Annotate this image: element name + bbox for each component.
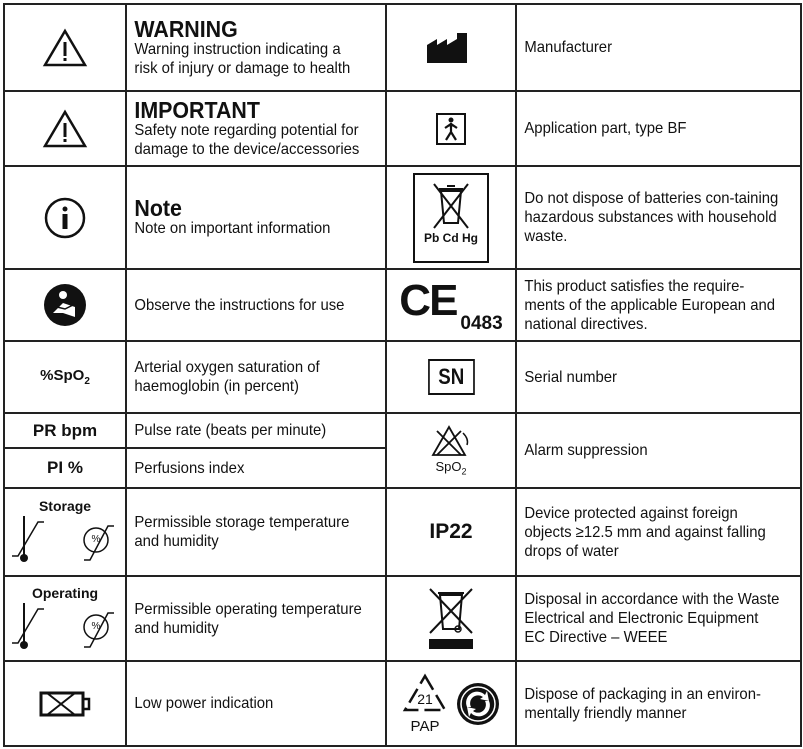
svg-text:%: % [92,534,101,545]
batteries-symbol-cell: Pb Cd Hg [385,165,517,270]
alarm-spo2-label: SpO2 [435,458,467,477]
ip-symbol-cell: IP22 [385,487,517,577]
note-description: Note Note on important information [125,165,369,270]
sn-description: Serial number [515,340,782,414]
batteries-description: Do not dispose of batteries con-taining … [515,165,782,270]
warning-description: WARNING Warning instruction indicating a … [125,3,369,92]
pi-symbol-cell: PI % [3,447,127,489]
battery-empty-icon [39,691,91,716]
warning-triangle-icon [42,28,88,66]
spo2-symbol-cell: %SpO2 [3,340,127,414]
temperature-humidity-limits-icon: % [12,516,114,562]
read-manual-icon [44,284,86,326]
note-symbol-cell [3,165,127,270]
sn-symbol-cell: SN [385,340,517,414]
alarm-suppressed-icon [431,424,469,456]
ce-symbol-cell: CE 0483 [385,268,517,342]
lowpower-symbol-cell [3,660,127,747]
storage-symbol-cell: Storage% [3,487,127,577]
pr-label: PR bpm [32,420,98,440]
ip-description: Device protected against foreign objects… [515,487,782,577]
batteries-label: Pb Cd Hg [424,230,478,245]
spo2-description: Arterial oxygen saturation of haemoglobi… [125,340,369,414]
warning-symbol-cell [3,3,127,92]
ce-description: This product satisfies the require-ments… [515,268,782,342]
weee-crossed-bin-icon [429,587,473,649]
instructions-description: Observe the instructions for use [125,268,369,342]
caution-triangle-icon [42,109,88,147]
packaging-symbol-cell: 21 PAP [385,660,517,747]
storage-description: Permissible storage temperature and humi… [125,487,369,577]
bf-symbol-cell [385,90,517,167]
pi-description: Perfusions index [125,447,369,489]
important-symbol-cell [3,90,127,167]
spo2-label: %SpO [40,366,85,384]
ce-mark: CE [399,275,458,325]
alarm-symbol-cell: SpO2 [385,412,517,489]
svg-text:21: 21 [417,691,433,707]
weee-symbol-cell [385,575,517,662]
ip-rating-label: IP22 [429,520,473,543]
recycling-triangle-icon: 21 [402,673,448,712]
green-dot-icon [457,682,499,725]
lowpower-description: Low power indication [125,660,369,747]
pi-label: PI % [47,458,83,477]
type-bf-person-icon [436,112,466,145]
ce-notified-body: 0483 [460,312,503,334]
weee-description: Disposal in accordance with the Waste El… [515,575,782,662]
manufacturer-description: Manufacturer [515,3,782,92]
operating-symbol-cell: Operating% [3,575,127,662]
storage-label: Storage [38,498,92,514]
pap-label: PAP [410,718,440,735]
instructions-symbol-cell [3,268,127,342]
serial-number-box: SN [427,359,475,395]
pr-symbol-cell: PR bpm [3,412,127,449]
manufacturer-symbol-cell [385,3,517,92]
spo2-subscript: 2 [84,376,90,388]
crossed-bin-icon [433,182,469,229]
svg-text:%: % [92,621,101,632]
factory-icon [427,32,467,63]
bf-description: Application part, type BF [515,90,782,167]
temperature-humidity-limits-icon: % [12,602,114,649]
info-circle-icon [44,197,86,238]
operating-description: Permissible operating temperature and hu… [125,575,369,662]
symbols-table: WARNING Warning instruction indicating a … [3,3,802,747]
alarm-description: Alarm suppression [515,412,782,489]
packaging-description: Dispose of packaging in an environ-menta… [515,660,782,747]
important-description: IMPORTANT Safety note regarding potential… [125,90,369,167]
operating-label: Operating [31,584,99,601]
pr-description: Pulse rate (beats per minute) [125,412,369,449]
